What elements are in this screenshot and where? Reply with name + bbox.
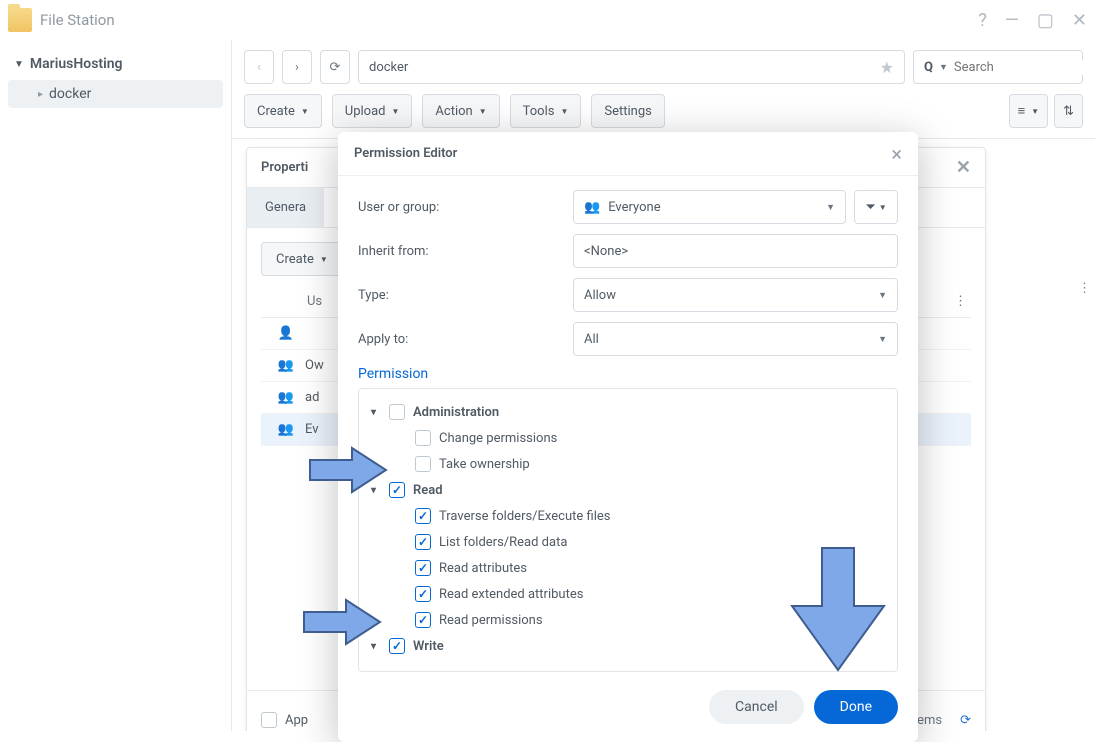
permission-checkbox[interactable] [415,560,431,576]
permission-checkbox[interactable] [415,612,431,628]
create-button[interactable]: Create▼ [244,94,322,128]
app-folder-icon [8,8,32,32]
permission-section-label: Permission [358,366,898,382]
apply-label: App [285,713,308,728]
upload-button[interactable]: Upload▼ [332,94,413,128]
permission-item-label: Change permissions [439,431,557,446]
group-icon: 👥 [277,358,295,373]
permission-checkbox[interactable] [389,638,405,654]
permission-checkbox[interactable] [389,404,405,420]
apply-to-select[interactable]: All▼ [573,322,898,356]
minimize-icon[interactable]: — [1005,10,1019,31]
permission-item-label: Read attributes [439,561,527,576]
permission-item[interactable]: Change permissions [367,425,889,451]
tools-button[interactable]: Tools▼ [510,94,582,128]
path-input[interactable]: docker ★ [358,50,905,84]
refresh-icon[interactable]: ⟳ [960,713,971,728]
permission-item-label: Read permissions [439,613,543,628]
tab-general[interactable]: Genera [247,188,324,227]
annotation-arrow-done [788,544,888,674]
search-dropdown-icon[interactable]: ▼ [939,62,948,73]
app-title: File Station [40,11,115,29]
nav-back-button[interactable]: ‹ [244,50,274,84]
permission-checkbox[interactable] [389,482,405,498]
search-input[interactable] [954,60,1095,75]
permission-checkbox[interactable] [415,456,431,472]
search-icon: Q [924,60,933,75]
column-menu-icon[interactable]: ⋮ [954,294,967,309]
inherit-label: Inherit from: [358,244,573,259]
create-permission-button[interactable]: Create▼ [261,242,343,276]
sidebar-root-label: MariusHosting [30,56,123,72]
group-icon: 👥 [277,390,295,405]
action-button[interactable]: Action▼ [422,94,499,128]
annotation-arrow-write [302,598,382,646]
permission-group-label: Administration [413,405,499,420]
permission-item-label: Take ownership [439,457,530,472]
permission-item-label: List folders/Read data [439,535,567,550]
properties-title: Properti [261,160,308,175]
sidebar-root[interactable]: ▼ MariusHosting [0,50,231,78]
permission-checkbox[interactable] [415,508,431,524]
caret-icon: ▾ [371,407,381,418]
permission-item[interactable]: Traverse folders/Execute files [367,503,889,529]
close-icon[interactable]: ✕ [1072,10,1087,31]
permission-group[interactable]: ▾Read [367,477,889,503]
permission-item[interactable]: Take ownership [367,451,889,477]
person-icon: 👤 [277,326,295,341]
inherit-input[interactable]: <None> [573,234,898,268]
permission-checkbox[interactable] [415,586,431,602]
permission-checkbox[interactable] [415,534,431,550]
caret-right-icon: ▸ [38,89,43,100]
user-group-label: User or group: [358,200,573,215]
group-icon: 👥 [277,422,295,437]
type-select[interactable]: Allow▼ [573,278,898,312]
caret-down-icon: ▼ [14,59,24,70]
properties-close-icon[interactable]: ✕ [956,157,971,178]
apply-checkbox[interactable] [261,712,277,728]
permission-group-label: Write [413,639,444,654]
cancel-button[interactable]: Cancel [709,690,804,724]
done-button[interactable]: Done [814,690,898,724]
favorite-star-icon[interactable]: ★ [880,58,894,77]
sidebar-item-docker[interactable]: ▸ docker [8,80,223,108]
permission-item-label: Traverse folders/Execute files [439,509,610,524]
sort-button[interactable]: ⇅ [1054,94,1083,128]
dialog-title: Permission Editor [354,146,457,161]
maximize-icon[interactable]: ▢ [1037,10,1054,31]
refresh-button[interactable]: ⟳ [320,50,350,84]
path-value: docker [369,60,408,75]
settings-button[interactable]: Settings [591,94,664,128]
filter-button[interactable]: ⏷▼ [854,190,898,224]
nav-forward-button[interactable]: › [282,50,312,84]
user-group-select[interactable]: 👥 Everyone ▼ [573,190,846,224]
type-label: Type: [358,288,573,303]
permission-group[interactable]: ▾ Administration [367,399,889,425]
apply-to-label: Apply to: [358,332,573,347]
permission-item-label: Read extended attributes [439,587,583,602]
sidebar-item-label: docker [49,86,91,102]
help-icon[interactable]: ? [978,10,987,31]
overflow-menu-icon[interactable]: ⋮ [1078,281,1091,296]
group-icon: 👥 [584,200,600,215]
column-header-user: Us [307,294,322,309]
search-box[interactable]: Q ▼ [913,50,1083,84]
dialog-close-icon[interactable]: × [891,142,902,166]
annotation-arrow-read [308,446,388,494]
view-list-button[interactable]: ≡ ▼ [1009,94,1049,128]
funnel-icon: ⏷ [865,200,875,215]
permission-checkbox[interactable] [415,430,431,446]
permission-group-label: Read [413,483,443,498]
